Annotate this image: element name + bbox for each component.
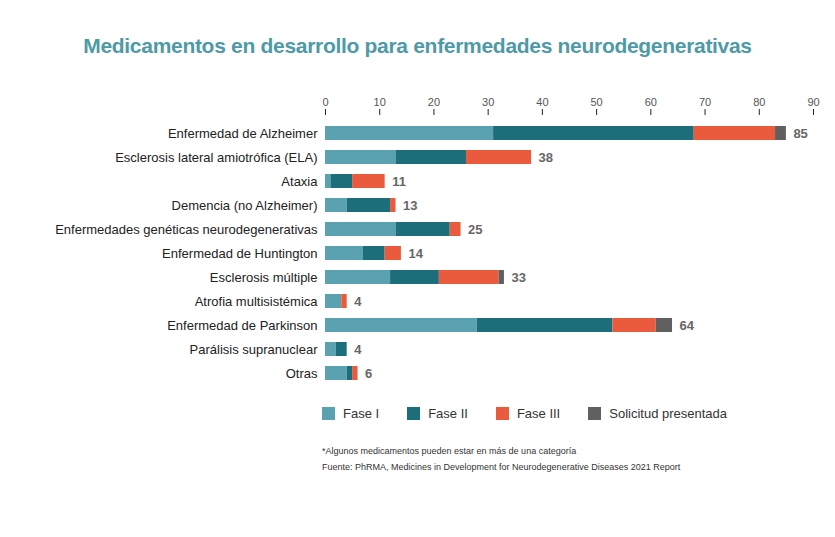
svg-text:70: 70 bbox=[699, 96, 711, 108]
svg-text:0: 0 bbox=[322, 96, 328, 108]
html-text:Fase I: Fase I bbox=[343, 406, 380, 421]
html-text:Medicamentos en desarrollo par: Medicamentos en desarrollo para enfermed… bbox=[83, 34, 752, 57]
svg-text:40: 40 bbox=[536, 96, 548, 108]
svg-text:25: 25 bbox=[468, 222, 482, 237]
svg-text:60: 60 bbox=[645, 96, 657, 108]
svg-text:33: 33 bbox=[511, 270, 525, 285]
svg-text:Atrofia multisistémica: Atrofia multisistémica bbox=[195, 294, 319, 309]
svg-text:4: 4 bbox=[354, 342, 362, 357]
svg-text:Demencia (no Alzheimer): Demencia (no Alzheimer) bbox=[172, 198, 318, 213]
html-text:Fuente: PhRMA, Medicines in De: Fuente: PhRMA, Medicines in Development … bbox=[322, 462, 681, 472]
svg-text:Esclerosis múltiple: Esclerosis múltiple bbox=[210, 270, 318, 285]
html-text:Fase II: Fase II bbox=[428, 406, 468, 421]
html-text:Fase III: Fase III bbox=[516, 406, 561, 421]
svg-text:Enfermedades genéticas neurode: Enfermedades genéticas neurodegenerativa… bbox=[55, 222, 318, 237]
html-text:Solicitud presentada: Solicitud presentada bbox=[609, 406, 727, 421]
svg-text:11: 11 bbox=[392, 174, 406, 189]
svg-text:64: 64 bbox=[680, 318, 695, 333]
svg-text:6: 6 bbox=[365, 366, 372, 381]
svg-text:Esclerosis lateral amiotrófica: Esclerosis lateral amiotrófica (ELA) bbox=[115, 150, 317, 165]
svg-text:90: 90 bbox=[807, 96, 819, 108]
svg-text:Otras: Otras bbox=[286, 366, 318, 381]
svg-text:Enfermedad de Huntington: Enfermedad de Huntington bbox=[162, 246, 317, 261]
svg-text:10: 10 bbox=[374, 96, 386, 108]
svg-text:50: 50 bbox=[590, 96, 602, 108]
svg-text:38: 38 bbox=[539, 150, 553, 165]
svg-text:Enfermedad de Parkinson: Enfermedad de Parkinson bbox=[167, 318, 317, 333]
svg-text:30: 30 bbox=[482, 96, 494, 108]
svg-text:Enfermedad de Alzheimer: Enfermedad de Alzheimer bbox=[168, 126, 318, 141]
svg-text:Ataxia: Ataxia bbox=[281, 174, 318, 189]
svg-text:85: 85 bbox=[793, 126, 807, 141]
svg-text:80: 80 bbox=[753, 96, 765, 108]
svg-text:13: 13 bbox=[403, 198, 417, 213]
html-text:*Algunos medicamentos pueden e: *Algunos medicamentos pueden estar en má… bbox=[322, 446, 577, 456]
svg-text:14: 14 bbox=[408, 246, 423, 261]
svg-text:20: 20 bbox=[428, 96, 440, 108]
svg-text:4: 4 bbox=[354, 294, 362, 309]
svg-text:Parálisis supranuclear: Parálisis supranuclear bbox=[190, 342, 319, 357]
